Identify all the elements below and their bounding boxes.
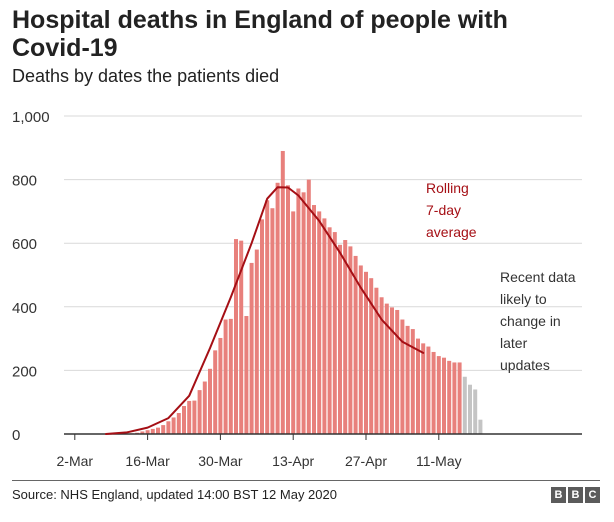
y-tick-label-5: 1,000 bbox=[12, 109, 50, 126]
bar-59 bbox=[374, 287, 379, 434]
bar-18 bbox=[161, 425, 166, 434]
bar-28 bbox=[213, 350, 218, 434]
bar-20 bbox=[171, 417, 176, 434]
bar-48 bbox=[317, 211, 322, 434]
bar-75 bbox=[457, 362, 462, 434]
bar-15 bbox=[145, 430, 150, 434]
bar-55 bbox=[353, 255, 358, 434]
bar-67 bbox=[416, 338, 420, 434]
bar-26 bbox=[202, 381, 207, 434]
bar-69 bbox=[426, 346, 431, 434]
bar-60 bbox=[379, 297, 384, 434]
y-tick-label-4: 800 bbox=[12, 173, 37, 190]
bar-68 bbox=[421, 343, 426, 434]
recent-data-annotation-line-0: Recent data bbox=[500, 269, 576, 285]
bar-19 bbox=[166, 421, 171, 434]
bar-32 bbox=[234, 239, 238, 434]
bar-46 bbox=[306, 179, 311, 434]
average-annotation-line-1: 7-day bbox=[426, 202, 461, 218]
bar-30 bbox=[223, 319, 228, 434]
bar-29 bbox=[218, 337, 223, 434]
bar-31 bbox=[228, 318, 233, 434]
recent-data-annotation-line-3: later bbox=[500, 335, 528, 351]
bar-76 bbox=[462, 376, 467, 434]
bar-78 bbox=[473, 389, 478, 434]
source-divider bbox=[12, 480, 600, 481]
bar-47 bbox=[312, 205, 316, 434]
x-tick-label-0: 2-Mar bbox=[57, 453, 94, 469]
bar-58 bbox=[369, 278, 374, 434]
logo-letter-b2: B bbox=[568, 487, 583, 503]
bbc-logo: B B C bbox=[551, 487, 600, 503]
average-annotation: Rolling 7-day average bbox=[426, 180, 477, 240]
bar-52 bbox=[338, 244, 342, 434]
bar-65 bbox=[405, 325, 410, 434]
x-tick-label-1: 16-Mar bbox=[125, 453, 170, 469]
y-tick-label-0: 0 bbox=[12, 427, 20, 444]
bar-71 bbox=[436, 356, 441, 434]
recent-data-annotation-line-1: likely to bbox=[500, 291, 547, 307]
bar-36 bbox=[254, 249, 259, 434]
bar-77 bbox=[468, 384, 472, 434]
bar-33 bbox=[239, 240, 244, 434]
recent-data-annotation-line-4: updates bbox=[500, 357, 550, 373]
bar-16 bbox=[150, 428, 155, 434]
deaths-chart: 0 200 400 600 800 1,000 2-Mar 16-Mar 30-Mar 13-Ap… bbox=[12, 109, 582, 469]
source-note: Source: NHS England, updated 14:00 BST 1… bbox=[12, 487, 337, 502]
x-tick-label-2: 30-Mar bbox=[198, 453, 243, 469]
bar-39 bbox=[270, 208, 275, 434]
bar-24 bbox=[192, 400, 197, 434]
chart-title: Hospital deaths in England of people wit… bbox=[12, 6, 508, 62]
logo-letter-c: C bbox=[585, 487, 600, 503]
x-tick-label-4: 27-Apr bbox=[345, 453, 387, 469]
bar-34 bbox=[244, 316, 249, 434]
y-tick-label-3: 600 bbox=[12, 236, 37, 253]
bar-73 bbox=[447, 360, 452, 434]
logo-letter-b1: B bbox=[551, 487, 566, 503]
bar-79 bbox=[478, 419, 483, 434]
bar-62 bbox=[390, 307, 394, 434]
bar-38 bbox=[265, 200, 270, 434]
bar-70 bbox=[431, 351, 436, 434]
recent-data-annotation-line-2: change in bbox=[500, 313, 561, 329]
bar-22 bbox=[182, 406, 186, 434]
bar-41 bbox=[280, 150, 285, 435]
chart-subtitle: Deaths by dates the patients died bbox=[12, 66, 280, 86]
bar-21 bbox=[176, 413, 181, 434]
y-tick-label-1: 200 bbox=[12, 363, 37, 380]
x-tick-label-5: 11-May bbox=[416, 453, 462, 469]
bar-53 bbox=[343, 240, 348, 434]
bar-56 bbox=[358, 265, 363, 434]
bar-42 bbox=[286, 185, 290, 434]
bar-37 bbox=[260, 219, 264, 434]
x-tick-label-3: 13-Apr bbox=[272, 453, 314, 469]
recent-data-annotation: Recent data likely to change in later update… bbox=[500, 269, 576, 373]
bar-51 bbox=[332, 232, 337, 434]
bar-72 bbox=[442, 357, 446, 434]
bar-40 bbox=[275, 182, 280, 434]
bar-61 bbox=[384, 303, 389, 434]
bar-17 bbox=[156, 427, 160, 434]
bar-64 bbox=[400, 319, 405, 434]
bar-50 bbox=[327, 227, 332, 434]
bar-66 bbox=[410, 329, 415, 434]
bar-23 bbox=[187, 400, 192, 434]
bar-57 bbox=[364, 271, 368, 434]
average-annotation-line-0: Rolling bbox=[426, 180, 469, 196]
average-annotation-line-2: average bbox=[426, 224, 477, 240]
bar-63 bbox=[395, 309, 400, 434]
bar-44 bbox=[296, 188, 301, 434]
bar-27 bbox=[208, 368, 212, 434]
bar-35 bbox=[249, 262, 254, 434]
bar-49 bbox=[322, 218, 327, 434]
bar-54 bbox=[348, 246, 353, 434]
bar-74 bbox=[452, 362, 457, 434]
bar-45 bbox=[301, 192, 306, 434]
y-tick-label-2: 400 bbox=[12, 300, 37, 317]
bar-14 bbox=[140, 431, 145, 434]
bar-25 bbox=[197, 390, 202, 434]
rolling-average-line bbox=[105, 186, 425, 435]
bar-43 bbox=[291, 211, 296, 434]
